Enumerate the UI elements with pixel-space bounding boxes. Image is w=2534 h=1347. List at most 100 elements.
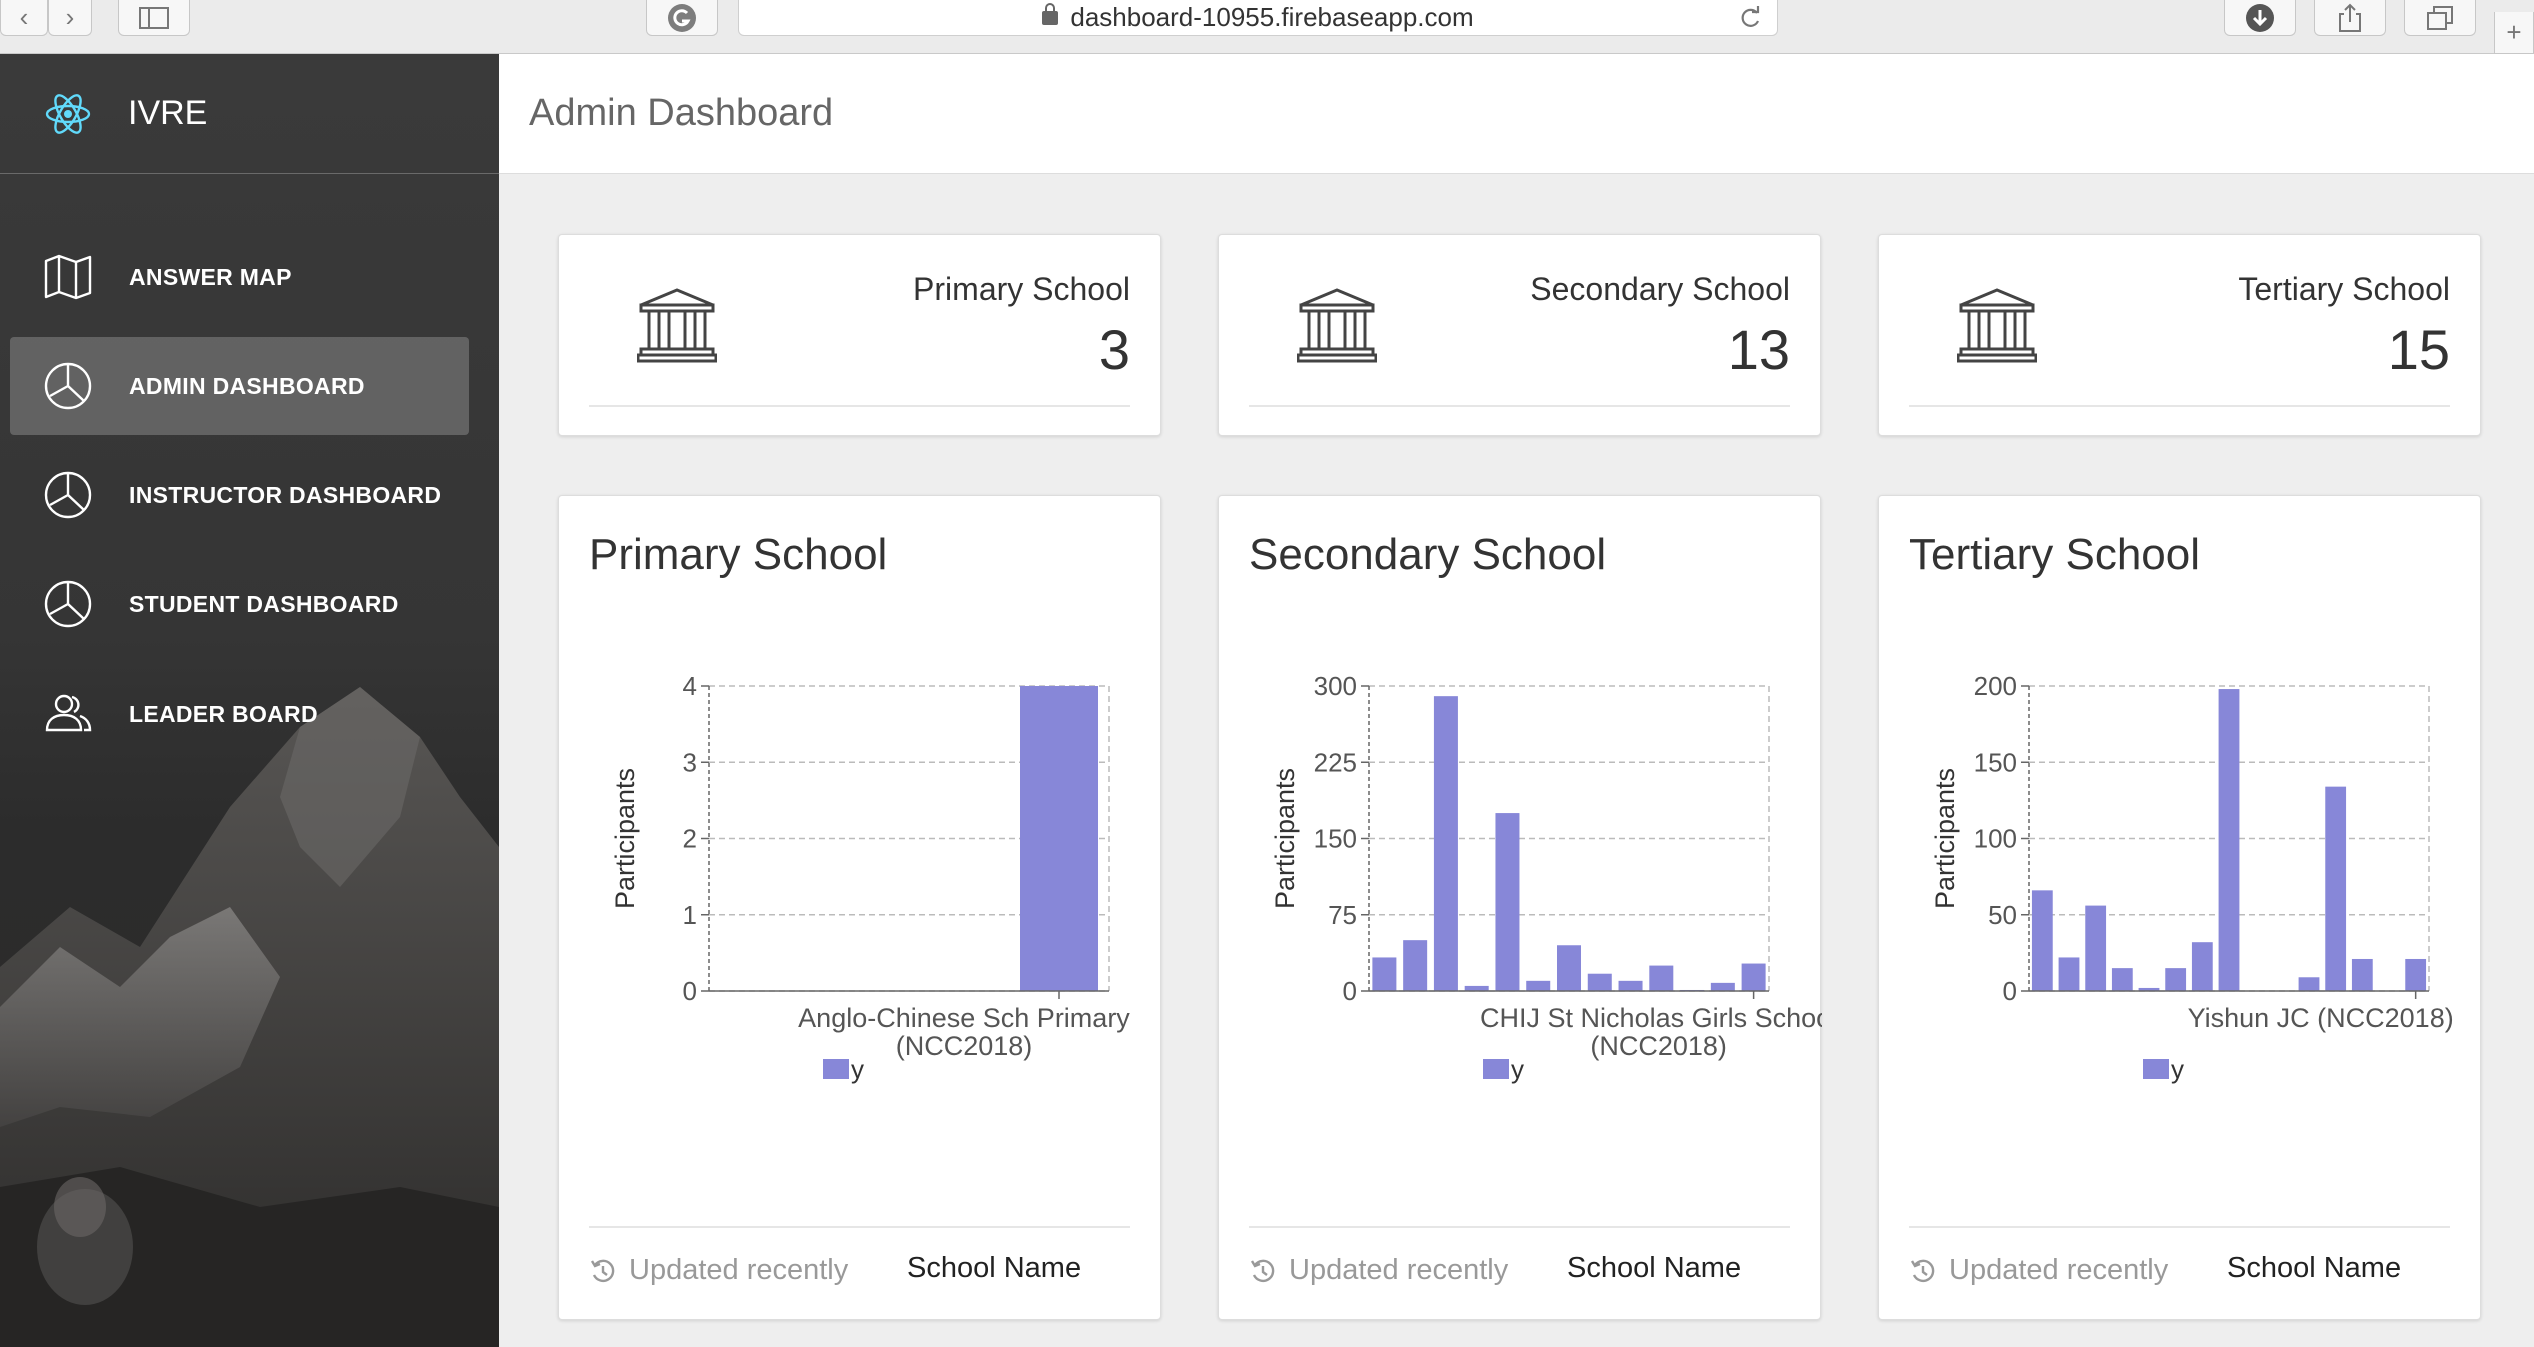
- divider: [589, 1226, 1130, 1228]
- chart-bar: [2165, 968, 2187, 991]
- y-tick-label: 0: [1343, 976, 1357, 1006]
- updated-text: Updated recently: [1949, 1254, 2169, 1286]
- legend-label: y: [851, 1054, 864, 1084]
- legend-label: y: [2171, 1054, 2184, 1084]
- sidebar-icon: [139, 6, 169, 29]
- lock-icon: [1042, 2, 1059, 25]
- chart-bar: [1741, 963, 1766, 991]
- chart-bar: [2085, 905, 2107, 991]
- users-icon: [45, 694, 92, 732]
- share-icon: [2339, 3, 2361, 32]
- history-icon: [1910, 1259, 1935, 1282]
- divider: [1249, 1226, 1790, 1228]
- chart-card-secondary: Secondary School 0 75 150 225 300 Participant…: [1218, 495, 1822, 1320]
- pie-chart-icon: [44, 471, 92, 519]
- stat-category: Secondary School: [1530, 271, 1790, 307]
- y-tick-label: 75: [1328, 900, 1357, 930]
- chart-bar: [2405, 958, 2427, 991]
- y-tick-label: 0: [683, 976, 697, 1006]
- school-name-label: School Name: [2227, 1252, 2402, 1284]
- chart-title: Primary School: [589, 530, 888, 579]
- sidebar-item-label: ADMIN DASHBOARD: [129, 372, 365, 399]
- y-tick-label: 150: [1314, 824, 1357, 854]
- sidebar: IVRE ANSWER MAP ADMIN DASHBOARD INSTRUCT…: [0, 54, 499, 1347]
- y-axis-label: Participants: [610, 768, 640, 909]
- back-button[interactable]: ‹: [0, 0, 48, 36]
- extension-button[interactable]: [646, 0, 718, 36]
- sidebar-item-label: LEADER BOARD: [129, 700, 318, 727]
- chart-bar: [1710, 982, 1735, 991]
- reload-icon[interactable]: [1737, 5, 1763, 31]
- y-tick-label: 4: [683, 676, 697, 701]
- y-tick-label: 2: [683, 824, 697, 854]
- chart-bar: [1403, 940, 1428, 991]
- sidebar-item-leader-board[interactable]: LEADER BOARD: [10, 665, 469, 763]
- y-tick-label: 0: [2003, 976, 2017, 1006]
- bar-chart: 0 75 150 225 300 Participants CHIJ St Nicholas…: [1270, 676, 1822, 1084]
- forward-button[interactable]: ›: [48, 0, 92, 36]
- legend-label: y: [1511, 1054, 1524, 1084]
- tabs-button[interactable]: [2404, 0, 2476, 36]
- chart-title: Secondary School: [1249, 530, 1607, 579]
- new-tab-button[interactable]: +: [2494, 12, 2534, 54]
- share-button[interactable]: [2314, 0, 2386, 36]
- y-tick-label: 1: [683, 900, 697, 930]
- school-name-label: School Name: [1567, 1252, 1742, 1284]
- stat-category: Tertiary School: [2238, 271, 2450, 307]
- stat-value: 3: [1098, 318, 1130, 381]
- y-tick-label: 150: [1974, 747, 2017, 777]
- react-atom-icon: [45, 94, 91, 134]
- stat-card-tertiary: Tertiary School 15: [1878, 234, 2481, 436]
- chart-bar: [2191, 942, 2213, 991]
- updated-status: Updated recently: [589, 1254, 848, 1287]
- chart-bar: [1618, 980, 1643, 991]
- top-navbar: Admin Dashboard: [499, 54, 2534, 174]
- chart-title: Tertiary School: [1909, 530, 2201, 579]
- chart-card-primary: Primary School 0 1 2 3 4 Participants Anglo-Ch…: [558, 495, 1161, 1320]
- history-icon: [1250, 1259, 1275, 1282]
- downloads-button[interactable]: [2224, 0, 2296, 36]
- brand-header: IVRE: [0, 54, 499, 174]
- legend-swatch: [823, 1059, 849, 1079]
- chart-bar: [1020, 686, 1098, 991]
- chart-bar: [1464, 985, 1489, 991]
- address-bar[interactable]: dashboard-10955.firebaseapp.com: [738, 0, 1778, 36]
- chart-bar: [2138, 987, 2160, 991]
- sidebar-item-label: INSTRUCTOR DASHBOARD: [129, 481, 442, 508]
- sidebar-item-answer-map[interactable]: ANSWER MAP: [10, 228, 469, 326]
- chart-bar: [2351, 958, 2373, 991]
- browser-toolbar: ‹ › dashboard-10955.firebaseapp.com +: [0, 0, 2534, 54]
- y-tick-label: 100: [1974, 824, 2017, 854]
- divider: [1909, 1226, 2450, 1228]
- school-name-label: School Name: [907, 1252, 1082, 1284]
- sidebar-item-label: ANSWER MAP: [129, 263, 292, 290]
- chart-bar: [2031, 890, 2053, 991]
- url-text: dashboard-10955.firebaseapp.com: [1070, 2, 1474, 32]
- legend-swatch: [1483, 1059, 1509, 1079]
- x-tick-label: Yishun JC (NCC2018): [2188, 1003, 2454, 1033]
- stat-value: 13: [1727, 318, 1790, 381]
- map-icon: [44, 254, 92, 300]
- y-tick-label: 225: [1314, 747, 1357, 777]
- app-name: IVRE: [128, 94, 208, 132]
- sidebar-item-student-dashboard[interactable]: STUDENT DASHBOARD: [10, 555, 469, 653]
- y-tick-label: 50: [1988, 900, 2017, 930]
- sidebar-item-admin-dashboard[interactable]: ADMIN DASHBOARD: [10, 337, 469, 435]
- divider: [1249, 405, 1790, 407]
- stat-category: Primary School: [913, 271, 1130, 307]
- bar-chart: 0 1 2 3 4 Participants Anglo-Chinese Sch Prima…: [610, 676, 1130, 1084]
- chart-card-tertiary: Tertiary School 0 50 100 150 200 Participants…: [1878, 495, 2481, 1320]
- download-icon: [2246, 3, 2274, 32]
- sidebar-toggle-button[interactable]: [118, 0, 190, 36]
- building-icon: [1297, 288, 1377, 363]
- x-tick-label: (NCC2018): [896, 1031, 1033, 1061]
- y-tick-label: 200: [1974, 676, 2017, 701]
- chart-bar: [1526, 980, 1551, 991]
- grammarly-icon: [668, 3, 696, 32]
- chart-bar: [1587, 973, 1612, 991]
- x-tick-label: Anglo-Chinese Sch Primary: [798, 1003, 1130, 1033]
- chart-bar: [1372, 957, 1397, 991]
- sidebar-item-label: STUDENT DASHBOARD: [129, 590, 399, 617]
- sidebar-item-instructor-dashboard[interactable]: INSTRUCTOR DASHBOARD: [10, 446, 469, 544]
- stat-card-secondary: Secondary School 13: [1218, 234, 1821, 436]
